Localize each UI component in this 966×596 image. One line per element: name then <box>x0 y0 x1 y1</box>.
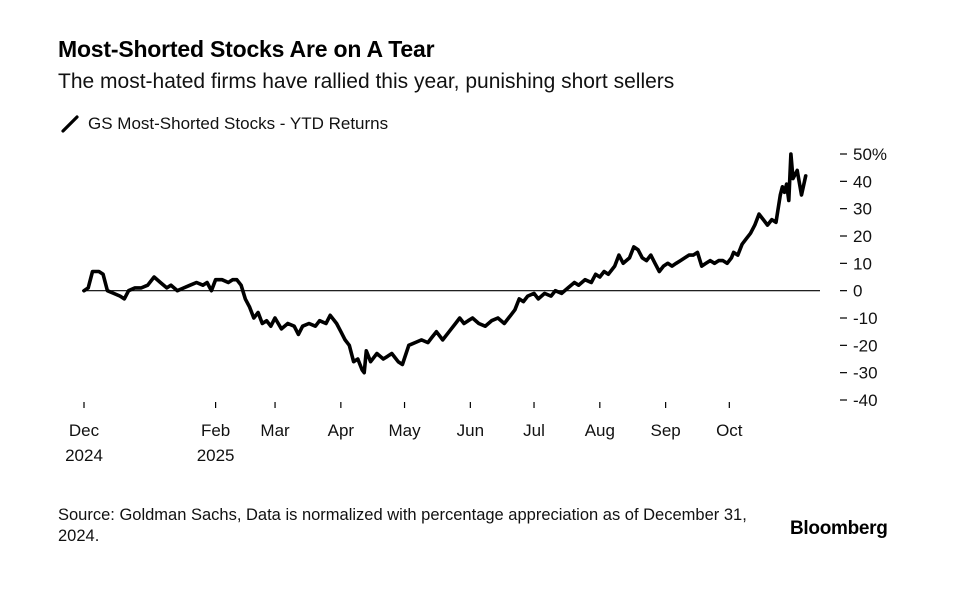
x-tick-label: Dec <box>69 421 100 440</box>
x-tick-label: Apr <box>328 421 355 440</box>
x-tick-label: Oct <box>716 421 743 440</box>
y-tick-label: 40 <box>853 172 872 191</box>
y-tick-label: 50% <box>853 145 887 164</box>
y-tick-label: -10 <box>853 309 878 328</box>
x-tick-label: Jun <box>457 421 484 440</box>
chart-subtitle: The most-hated firms have rallied this y… <box>58 70 675 93</box>
legend-line-icon <box>61 115 79 133</box>
source-note: Source: Goldman Sachs, Data is normalize… <box>58 506 747 545</box>
y-tick-label: 10 <box>853 254 872 273</box>
series-line-gs-most-shorted <box>82 152 808 375</box>
x-tick-label: Sep <box>651 421 681 440</box>
x-tick-label: May <box>388 421 421 440</box>
x-tick-label: Feb <box>201 421 230 440</box>
x-tick-year-label: 2024 <box>65 446 103 465</box>
x-tick-label: Jul <box>523 421 545 440</box>
x-axis: Dec 2024 Feb 2025 Mar Apr May Jun Jul Aug Sep Oct <box>65 402 743 465</box>
x-tick-label: Mar <box>260 421 290 440</box>
y-axis: 50% 40 30 20 10 0 -10 -20 -30 -40 <box>840 145 887 410</box>
x-tick-year-label: 2025 <box>197 446 235 465</box>
legend-label: GS Most-Shorted Stocks - YTD Returns <box>88 114 389 133</box>
legend: GS Most-Shorted Stocks - YTD Returns <box>60 114 388 134</box>
y-tick-label: -30 <box>853 364 878 383</box>
y-tick-label: 30 <box>853 200 872 219</box>
y-tick-label: -20 <box>853 336 878 355</box>
y-tick-label: -40 <box>853 391 878 410</box>
y-tick-label: 0 <box>853 282 862 301</box>
series-group <box>82 152 808 375</box>
y-tick-label: 20 <box>853 227 872 246</box>
bloomberg-logo: Bloomberg <box>790 518 888 539</box>
chart-title: Most-Shorted Stocks Are on A Tear <box>58 36 435 62</box>
x-tick-label: Aug <box>585 421 615 440</box>
